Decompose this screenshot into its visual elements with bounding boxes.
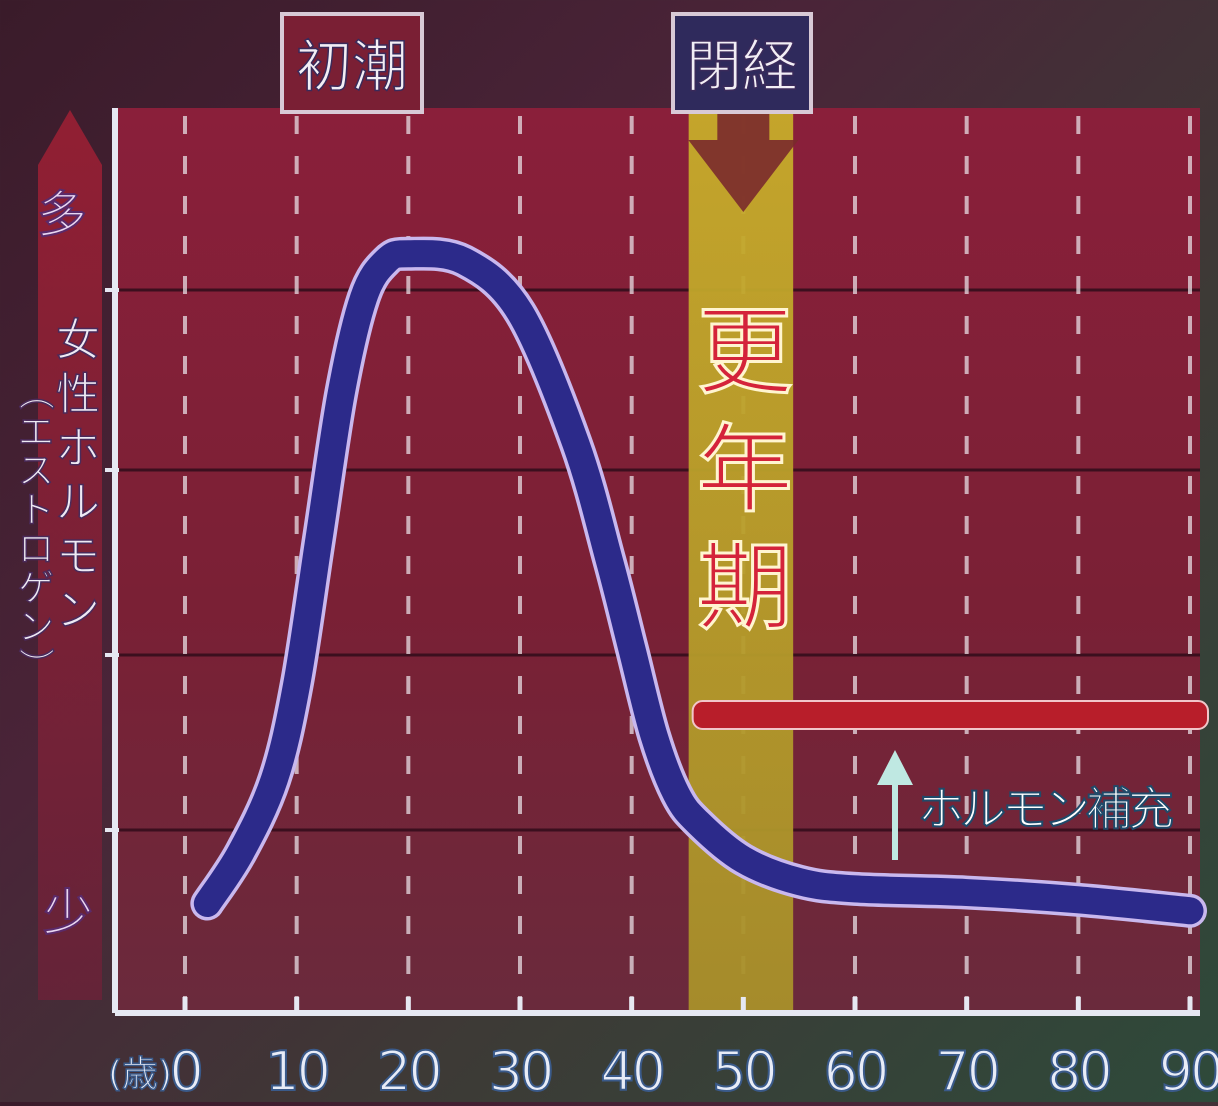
y-axis-label-char: ト (18, 490, 54, 531)
therapy-label: ホルモン補充 (918, 782, 1173, 836)
band-label-char: 更 (697, 296, 793, 408)
hormone-therapy-line (691, 700, 1209, 730)
y-axis-label-char: （ (14, 374, 55, 410)
y-axis-direction-arrow (38, 110, 102, 1000)
y-bottom-label: 少 (43, 884, 93, 942)
x-tick-label: 20 (377, 1040, 440, 1102)
y-axis-label-char: ロ (18, 529, 54, 570)
band-label-char: 期 (697, 532, 793, 644)
y-axis-label-char: 女 (56, 315, 100, 366)
y-axis-label-char: ル (56, 477, 100, 528)
event-label-text: 閉経 (686, 35, 798, 100)
estrogen-curve (193, 240, 1204, 925)
x-tick-label: 60 (824, 1040, 887, 1102)
event-label-text: 初潮 (296, 35, 408, 100)
y-axis-label-char: ン (56, 585, 100, 636)
x-tick-label: 0 (169, 1040, 200, 1102)
menopause-arrow (688, 100, 799, 212)
event-label-box (671, 12, 813, 114)
x-tick-label: 10 (265, 1040, 328, 1102)
therapy-arrow-head (877, 750, 913, 785)
y-axis-label-char: ン (18, 607, 54, 648)
x-tick-label: 70 (935, 1040, 998, 1102)
y-axis-label-char: ス (18, 451, 54, 492)
y-axis-label-char: ） (14, 647, 55, 683)
x-unit-label: (歳) (108, 1054, 172, 1095)
y-axis-label-char: 性 (56, 369, 100, 420)
y-top-label: 多 (37, 186, 87, 244)
y-axis-label-char: エ (18, 412, 54, 453)
band-label-char: 年 (697, 414, 793, 526)
plot-background (115, 108, 1200, 1013)
y-axis-label-char: ゲ (18, 568, 54, 609)
x-tick-label: 50 (712, 1040, 775, 1102)
x-tick-label: 30 (489, 1040, 552, 1102)
x-tick-label: 90 (1159, 1040, 1218, 1102)
x-tick-label: 80 (1047, 1040, 1110, 1102)
y-axis-label-char: モ (56, 531, 100, 582)
event-label-box (280, 12, 424, 114)
menopause-band-label: 更年期 (695, 295, 794, 646)
y-axis-label-char: ホ (56, 423, 100, 474)
x-tick-label: 40 (600, 1040, 663, 1102)
